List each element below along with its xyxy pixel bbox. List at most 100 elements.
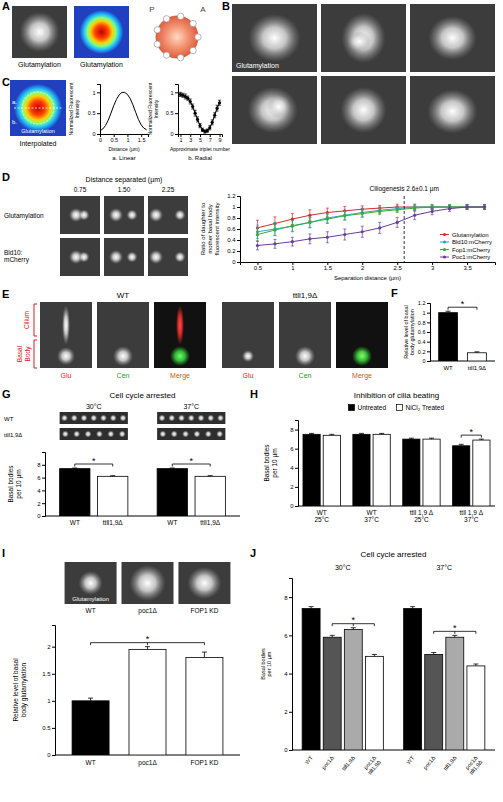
bar-label: poc1Δ <box>320 755 335 771</box>
micrograph <box>321 76 406 144</box>
x-axis-tick: 9 <box>219 134 222 143</box>
chart: 0246830°C37°CWTWTpoc1Δpoc1Δttll1,9Δttll1… <box>260 550 495 776</box>
x-axis-tick: 5 <box>199 134 202 143</box>
y-axis-tick: 1 <box>47 698 55 704</box>
bar <box>365 656 383 750</box>
marker <box>189 100 192 103</box>
tick-label: 8 <box>290 427 294 433</box>
x-axis-tick: 1.5 <box>324 262 333 271</box>
error-cap <box>179 96 182 97</box>
error-cap <box>326 208 329 209</box>
y-axis-tick: 0.5 <box>42 725 55 731</box>
legend-item: Bld10:mCherry <box>440 239 492 245</box>
tick-mark <box>295 468 298 469</box>
error-cap <box>145 646 150 647</box>
tick-label: 6 <box>284 633 288 639</box>
signal <box>127 210 138 221</box>
bar <box>423 439 440 506</box>
error-cap <box>291 213 294 214</box>
bar <box>404 609 422 750</box>
micrograph <box>122 562 174 604</box>
tick-label: 2 <box>37 501 41 507</box>
y-axis-tick: 0 <box>232 259 240 265</box>
bar <box>467 666 485 750</box>
schematic-triplet <box>177 13 183 19</box>
signal <box>100 415 107 422</box>
bar-label: poc1Δttll1,9Δ <box>362 755 382 776</box>
panel-letter: B <box>222 0 230 12</box>
tick-label: 0.6 <box>418 329 426 335</box>
y-axis: 00.511.52 <box>42 626 55 759</box>
annotation-line <box>404 196 405 262</box>
legend-label: Poc1:mCherry <box>452 254 490 260</box>
tick-label: 4 <box>37 488 41 494</box>
image-background <box>232 4 317 72</box>
tick-label: 6 <box>37 475 41 481</box>
marker <box>483 205 486 208</box>
x-axis-tick: 3 <box>189 134 192 143</box>
bracket-tick <box>476 307 477 310</box>
marker <box>326 218 329 221</box>
label: WT <box>86 607 96 614</box>
error-cap <box>309 433 314 434</box>
significance: * <box>92 456 96 466</box>
tick-label: 1 <box>126 137 129 143</box>
y-axis-tick: 1.5 <box>42 671 55 677</box>
legend: GlutamylationBld10:mCherryFop1:mCherryPo… <box>440 232 492 261</box>
tick-label: 1 <box>92 90 95 96</box>
image-background <box>336 302 388 368</box>
bar <box>353 434 370 506</box>
signal <box>109 250 123 264</box>
error-cap <box>273 248 276 249</box>
tick-mark <box>289 635 292 636</box>
signal <box>79 210 90 221</box>
signal <box>85 431 92 438</box>
signal <box>127 252 138 263</box>
error-cap <box>483 209 486 210</box>
error-cap <box>378 207 381 208</box>
label: Glutamylation <box>80 61 123 69</box>
marker <box>308 237 311 240</box>
panel-letter: H <box>250 388 258 400</box>
image-background <box>178 562 230 604</box>
significance: * <box>352 615 356 625</box>
x-axis-tick: 2 <box>361 262 365 271</box>
error-cap <box>308 227 311 228</box>
tick-mark <box>289 712 292 713</box>
tick-label: 8 <box>284 595 288 601</box>
micrograph <box>232 4 317 72</box>
micrograph <box>279 302 331 368</box>
tick-label: 0.5 <box>166 110 174 116</box>
signal <box>341 87 387 133</box>
signal <box>159 431 166 438</box>
plot-area <box>303 433 490 506</box>
y-axis-tick: 8 <box>284 595 292 601</box>
tick-label: 3 <box>431 265 435 271</box>
label: FOP1 KD <box>191 607 219 614</box>
error-cap <box>378 205 381 206</box>
bar <box>157 469 187 516</box>
error-cap <box>351 627 356 628</box>
marker <box>218 101 221 104</box>
tick-mark <box>175 92 178 93</box>
figure: ABCDEFGHIJGlutamylationGlutamylationPAGl… <box>0 0 503 802</box>
y-axis-tick: 0 <box>170 131 178 137</box>
schematic-triplet <box>195 34 201 40</box>
bar <box>425 654 443 750</box>
error-cap <box>291 231 294 232</box>
x-axis-tick: 1 <box>126 134 129 143</box>
group-label: 37°C <box>436 564 452 571</box>
image-background <box>157 428 225 440</box>
error-cap <box>396 207 399 208</box>
micrograph <box>10 80 66 136</box>
tick-label: 0.5 <box>88 110 96 116</box>
bar <box>403 439 420 506</box>
y-axis-tick: 0.8 <box>227 215 240 221</box>
error-cap <box>466 204 469 205</box>
label: Cen <box>299 372 312 379</box>
bracket-tick <box>210 464 211 467</box>
y-axis-title: Basal bodiesper 10 µm <box>7 465 22 503</box>
tick-mark <box>237 262 240 263</box>
error-cap <box>326 231 329 232</box>
tick-label: 3 <box>189 137 192 143</box>
